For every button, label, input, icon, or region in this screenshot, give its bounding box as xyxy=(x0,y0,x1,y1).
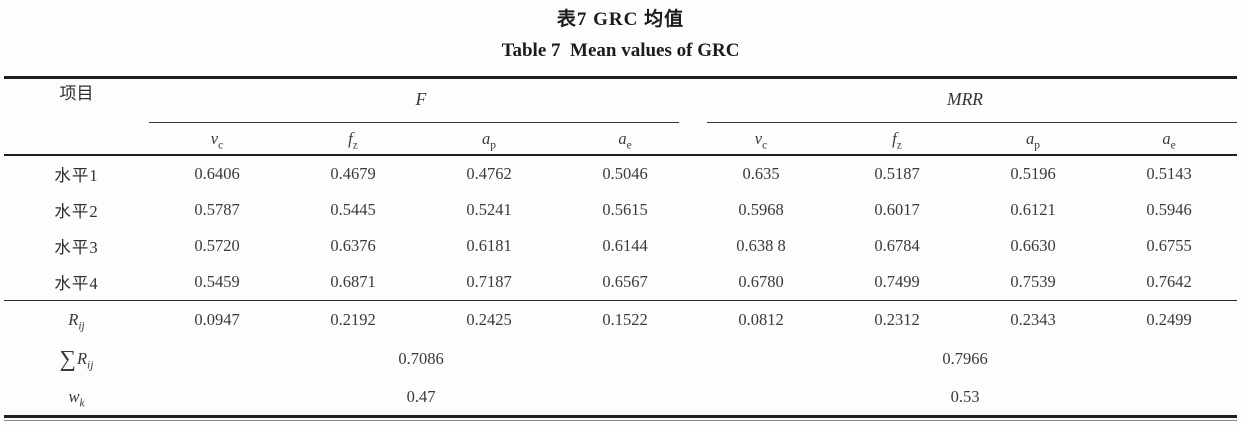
table-row-wk: wk 0.47 0.53 xyxy=(4,379,1237,415)
grc-table: 项目 F MRR vc fz ap ae vc fz ap ae xyxy=(4,76,1237,421)
cell: 0.6406 xyxy=(194,164,240,183)
cell: 0.5946 xyxy=(1146,200,1192,219)
cell: 0.0812 xyxy=(738,310,784,329)
col-header-f-vc: vc xyxy=(149,123,285,156)
cell: 0.4762 xyxy=(466,164,512,183)
cell: 0.6144 xyxy=(602,236,648,255)
cell: 0.2312 xyxy=(874,310,920,329)
row-label: 水平2 xyxy=(54,202,99,221)
sum-value-mrr: 0.7966 xyxy=(942,349,988,368)
cell: 0.5445 xyxy=(330,200,376,219)
weight-value-mrr: 0.53 xyxy=(950,387,980,406)
row-label-wk: wk xyxy=(68,387,85,410)
cell: 0.5187 xyxy=(874,164,920,183)
cell: 0.5196 xyxy=(1010,164,1056,183)
cell: 0.7539 xyxy=(965,264,1101,301)
bottom-rule-thin xyxy=(4,419,1237,421)
cell: 0.6755 xyxy=(1146,236,1192,255)
cell: 0.7187 xyxy=(421,264,557,301)
group-rule-f xyxy=(149,121,679,123)
table-row-rij: Rij 0.0947 0.2192 0.2425 0.1522 0.0812 0… xyxy=(4,301,1237,340)
table-row-sum-rij: ∑Rij 0.7086 0.7966 xyxy=(4,339,1237,379)
col-header-mrr-ae: ae xyxy=(1101,123,1237,156)
row-label-sum-rij: ∑Rij xyxy=(59,346,94,372)
cell: 0.2425 xyxy=(466,310,512,329)
cell: 0.638 8 xyxy=(736,236,786,255)
sigma-symbol: ∑ xyxy=(59,346,76,371)
row-label: 水平1 xyxy=(54,166,99,185)
sum-value-f: 0.7086 xyxy=(398,349,444,368)
cell: 0.6567 xyxy=(557,264,693,301)
col-header-mrr-fz: fz xyxy=(829,123,965,156)
cell: 0.635 xyxy=(742,164,780,183)
title-english: Table 7 Mean values of GRC xyxy=(501,40,740,61)
cell: 0.6784 xyxy=(874,236,920,255)
col-header-f-ae: ae xyxy=(557,123,693,156)
grc-mean-table: 项目 F MRR vc fz ap ae vc fz ap ae xyxy=(4,79,1237,415)
row-label: 水平4 xyxy=(4,264,149,301)
cell: 0.2343 xyxy=(1010,310,1056,329)
col-header-f-ap: ap xyxy=(421,123,557,156)
cell: 0.6780 xyxy=(693,264,829,301)
table-row-level1: 水平1 0.6406 0.4679 0.4762 0.5046 0.635 0.… xyxy=(4,155,1237,192)
weight-value-f: 0.47 xyxy=(406,387,436,406)
item-header-cell: 项目 xyxy=(4,79,149,156)
group-rule-mrr xyxy=(707,121,1237,123)
cell: 0.6871 xyxy=(285,264,421,301)
cell: 0.5459 xyxy=(149,264,285,301)
cell: 0.7642 xyxy=(1101,264,1237,301)
group-header-mrr: MRR xyxy=(693,79,1237,123)
sub-header-row: vc fz ap ae vc fz ap ae xyxy=(4,123,1237,156)
top-rule xyxy=(4,76,1237,79)
cell: 0.4679 xyxy=(330,164,376,183)
col-header-mrr-vc: vc xyxy=(693,123,829,156)
cell: 0.5241 xyxy=(466,200,512,219)
cell: 0.2192 xyxy=(330,310,376,329)
col-header-mrr-ap: ap xyxy=(965,123,1101,156)
row-label: 水平3 xyxy=(54,238,99,257)
table-row-level3: 水平3 0.5720 0.6376 0.6181 0.6144 0.638 8 … xyxy=(4,228,1237,264)
cell: 0.6017 xyxy=(874,200,920,219)
cell: 0.6376 xyxy=(330,236,376,255)
cell: 0.7499 xyxy=(829,264,965,301)
cell: 0.0947 xyxy=(194,310,240,329)
cell: 0.6181 xyxy=(466,236,512,255)
group-label-f: F xyxy=(415,89,427,109)
cell: 0.6630 xyxy=(1010,236,1056,255)
row-label-rij: Rij xyxy=(68,310,85,333)
group-header-f: F xyxy=(149,79,693,123)
cell: 0.5968 xyxy=(738,200,784,219)
table-row-level2: 水平2 0.5787 0.5445 0.5241 0.5615 0.5968 0… xyxy=(4,192,1237,228)
cell: 0.5787 xyxy=(194,200,240,219)
cell: 0.5143 xyxy=(1146,164,1192,183)
cell: 0.5720 xyxy=(194,236,240,255)
col-header-f-fz: fz xyxy=(285,123,421,156)
bottom-rule-thick xyxy=(4,415,1237,418)
group-header-row: 项目 F MRR xyxy=(4,79,1237,156)
cell: 0.6121 xyxy=(1010,200,1056,219)
cell: 0.2499 xyxy=(1146,310,1192,329)
table-row-level4: 水平4 0.5459 0.6871 0.7187 0.6567 0.6780 0… xyxy=(4,264,1237,301)
cell: 0.5615 xyxy=(602,200,648,219)
cell: 0.1522 xyxy=(602,310,648,329)
group-label-mrr: MRR xyxy=(947,89,983,109)
cell: 0.5046 xyxy=(602,164,648,183)
table-titles: 表7 GRC 均值 Table 7 Mean values of GRC xyxy=(0,0,1241,66)
title-chinese: 表7 GRC 均值 xyxy=(556,9,685,30)
